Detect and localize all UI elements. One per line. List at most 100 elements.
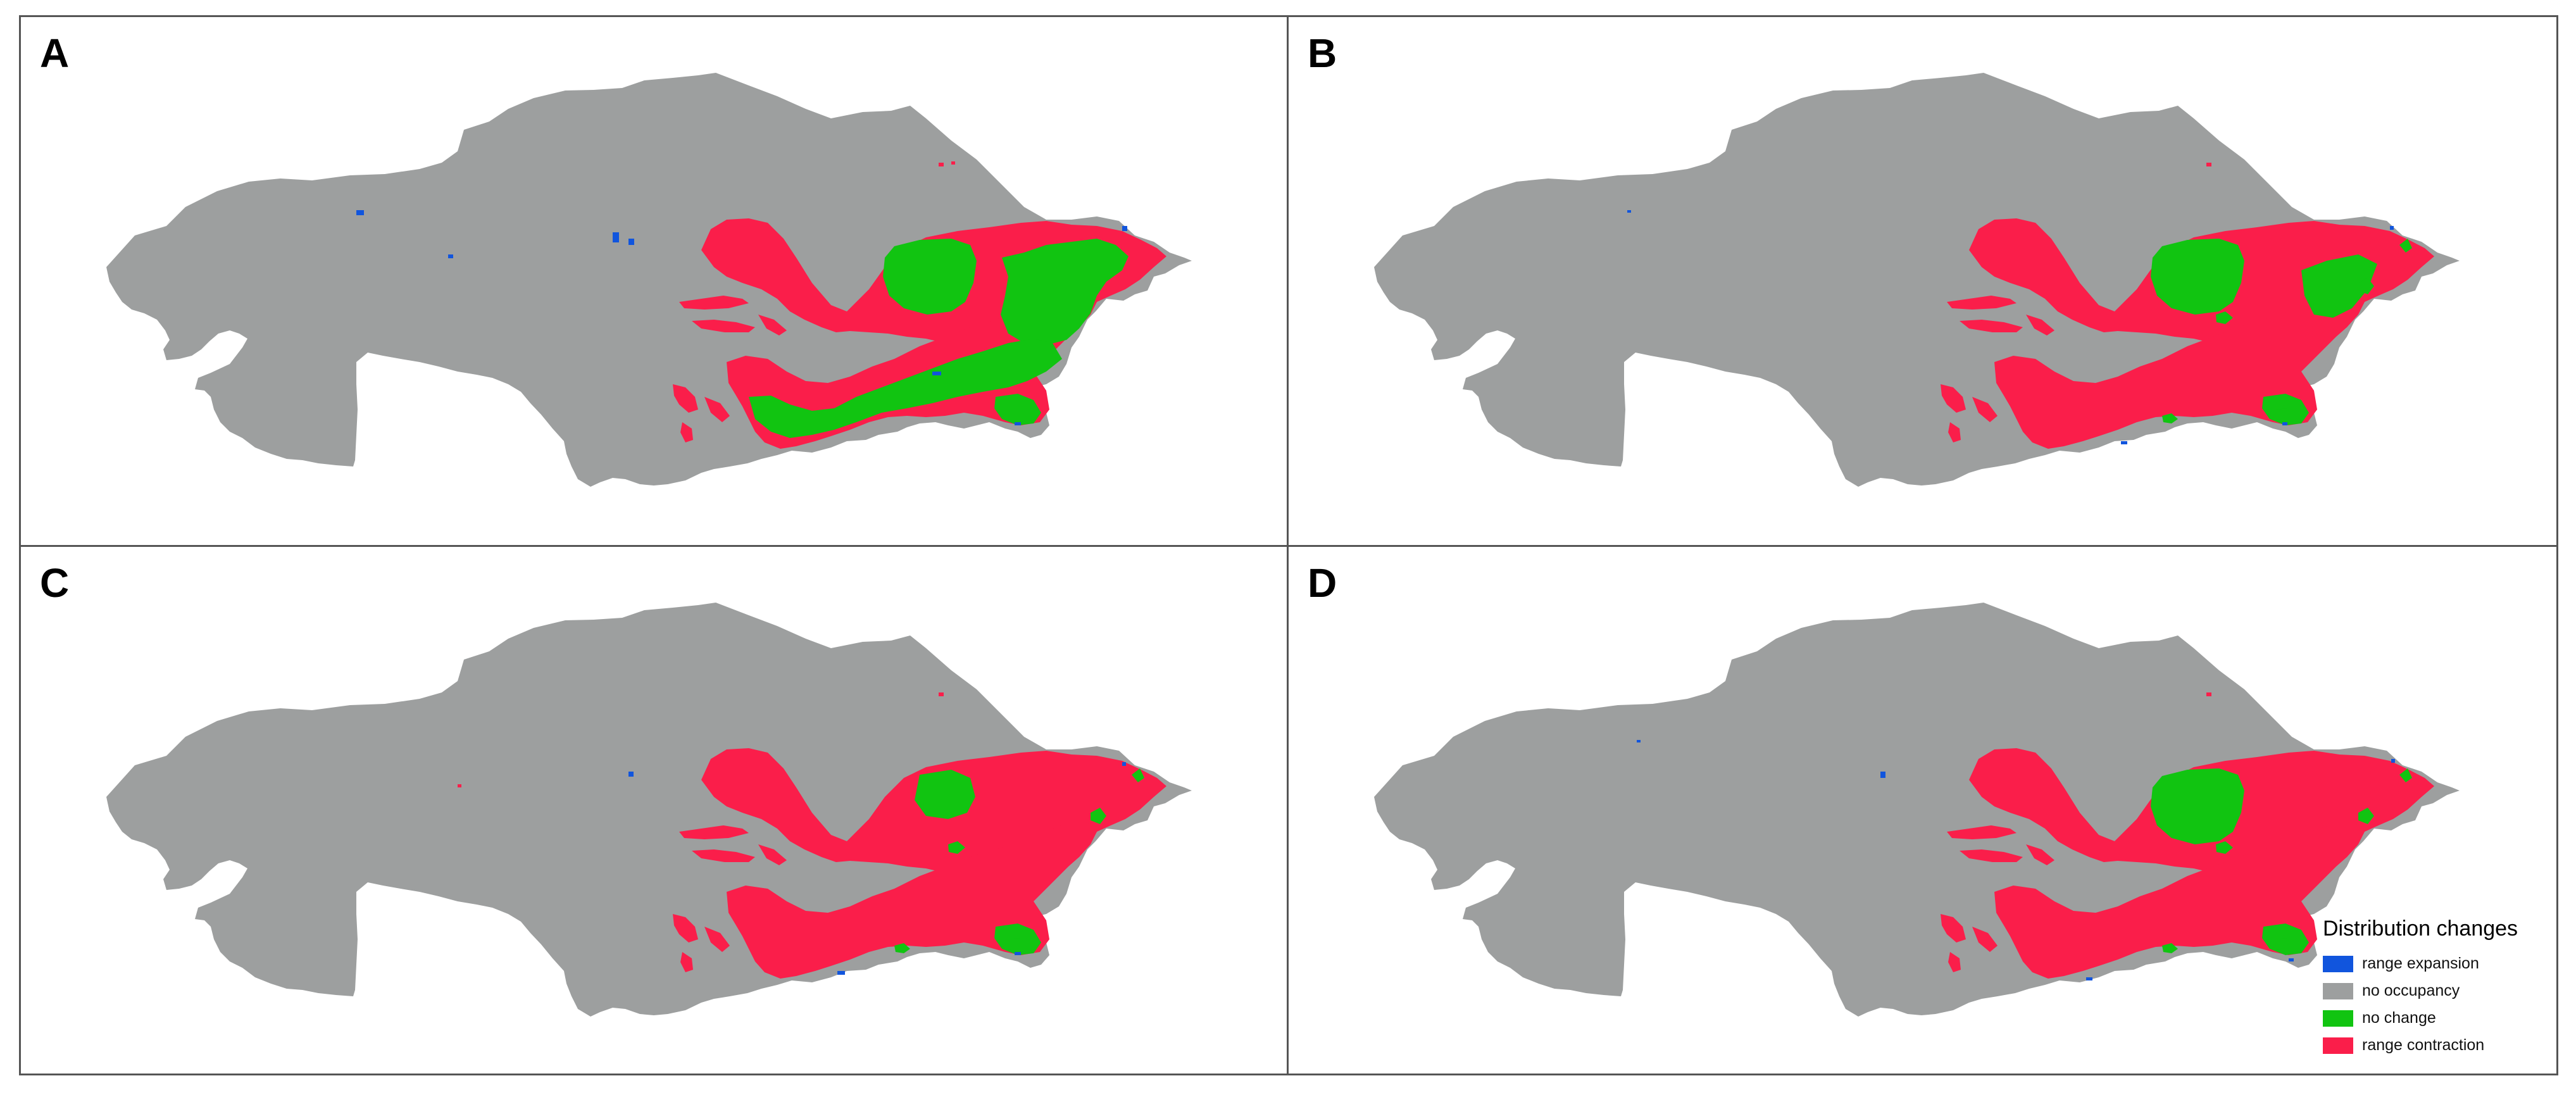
legend-swatch-no-occupancy <box>2323 982 2353 999</box>
range-contraction-patch <box>1960 320 2023 332</box>
no-change-area <box>2358 278 2374 294</box>
range-expansion-patch <box>932 372 941 375</box>
legend-item-range-contraction: range contraction <box>2323 1032 2551 1059</box>
range-expansion-patch <box>2121 441 2127 444</box>
range-contraction-patch <box>1948 422 1961 442</box>
range-contraction-patch <box>673 914 698 942</box>
panel-label-d: D <box>1308 560 1337 606</box>
no-change-area <box>915 770 975 819</box>
range-contraction-patch <box>1947 825 2016 839</box>
range-contraction-patch <box>758 315 787 335</box>
no-change-area <box>2399 239 2412 253</box>
map-panel-a: A <box>21 17 1287 542</box>
range-expansion-patch <box>613 232 619 242</box>
range-contraction-patch <box>1941 384 1966 413</box>
legend-swatch-range-expansion <box>2323 955 2353 972</box>
no-change-area <box>2358 808 2374 824</box>
range-contraction-patch <box>704 397 730 422</box>
map-a <box>106 73 1192 487</box>
map-d <box>1374 603 2460 1017</box>
range-expansion-patch <box>2289 958 2294 961</box>
no-change-area <box>883 239 977 315</box>
range-expansion-patch <box>628 772 634 777</box>
no-change-area <box>2301 254 2377 318</box>
legend-label-range-contraction: range contraction <box>2362 1036 2485 1054</box>
range-contraction-patch <box>939 692 944 696</box>
legend-item-no-occupancy: no occupancy <box>2323 977 2551 1005</box>
no-change-area <box>2399 768 2412 782</box>
range-contraction-patch <box>1960 849 2023 862</box>
map-panel-b: B <box>1289 17 2554 542</box>
range-expansion-patch <box>1122 226 1127 231</box>
map-panel-d: D <box>1289 547 2554 1072</box>
range-expansion-patch <box>1015 952 1021 955</box>
range-contraction-patch <box>2026 844 2054 865</box>
no-change-area <box>2276 938 2294 952</box>
range-contraction-patch <box>1947 296 2016 310</box>
no-change-area <box>948 841 965 854</box>
range-expansion-patch <box>628 239 634 245</box>
range-contraction-patch <box>758 844 787 865</box>
range-expansion-patch <box>1880 772 1885 778</box>
no-change-area <box>2151 239 2244 315</box>
range-contraction-patch <box>951 161 955 165</box>
legend-swatch-range-contraction <box>2323 1037 2353 1054</box>
range-contraction-patch <box>2206 692 2211 696</box>
panel-divider-horizontal <box>19 545 2558 547</box>
range-expansion-patch <box>837 971 845 975</box>
range-contraction-patch <box>2206 163 2211 166</box>
legend-title: Distribution changes <box>2323 917 2518 941</box>
no-change-area <box>2162 943 2178 953</box>
no-change-area <box>2151 768 2244 844</box>
map-legend: Distribution changes range expansion no … <box>2323 917 2551 1059</box>
range-contraction-patch <box>679 825 749 839</box>
range-contraction-patch <box>680 952 693 972</box>
range-expansion-patch <box>2282 422 2287 425</box>
range-expansion-patch <box>2390 226 2394 230</box>
legend-item-no-change: no change <box>2323 1005 2551 1032</box>
legend-label-range-expansion: range expansion <box>2362 955 2479 972</box>
range-expansion-patch <box>448 254 453 258</box>
no-change-area <box>2216 311 2233 324</box>
map-b <box>1374 73 2460 487</box>
map-panel-c: C <box>21 547 1287 1072</box>
no-change-area <box>749 339 1062 438</box>
range-expansion-patch <box>2086 977 2092 980</box>
range-contraction-patch <box>680 422 693 442</box>
range-contraction-patch <box>679 296 749 310</box>
range-contraction-patch <box>1972 927 1998 952</box>
panel-label-b: B <box>1308 30 1337 76</box>
range-expansion-patch <box>1627 210 1631 213</box>
legend-label-no-occupancy: no occupancy <box>2362 982 2460 999</box>
range-contraction-patch <box>458 784 461 787</box>
range-expansion-patch <box>1015 422 1021 425</box>
legend-swatch-no-change <box>2323 1010 2353 1027</box>
range-contraction-patch <box>1941 914 1966 942</box>
no-change-area <box>994 394 1041 425</box>
no-change-area <box>894 943 910 953</box>
no-change-area <box>1008 938 1026 952</box>
range-expansion-patch <box>1637 740 1641 742</box>
range-contraction-patch <box>2026 315 2054 335</box>
range-contraction-patch <box>1948 952 1961 972</box>
no-change-area <box>2276 408 2294 422</box>
legend-item-range-expansion: range expansion <box>2323 950 2551 977</box>
map-c <box>106 603 1192 1017</box>
range-expansion-patch <box>356 210 364 215</box>
range-contraction-patch <box>673 384 698 413</box>
range-expansion-patch <box>1122 762 1126 766</box>
legend-label-no-change: no change <box>2362 1009 2436 1027</box>
panel-label-a: A <box>40 30 70 76</box>
range-contraction-patch <box>692 320 755 332</box>
no-change-area <box>2162 413 2178 423</box>
panel-label-c: C <box>40 560 70 606</box>
no-change-area <box>1001 239 1129 345</box>
range-contraction-patch <box>704 927 730 952</box>
no-change-area <box>1132 768 1144 782</box>
range-contraction-patch <box>692 849 755 862</box>
no-change-area <box>2216 841 2233 854</box>
range-contraction-patch <box>939 163 944 166</box>
range-contraction-patch <box>1972 397 1998 422</box>
range-expansion-patch <box>2391 759 2395 763</box>
no-change-area <box>1091 808 1106 824</box>
